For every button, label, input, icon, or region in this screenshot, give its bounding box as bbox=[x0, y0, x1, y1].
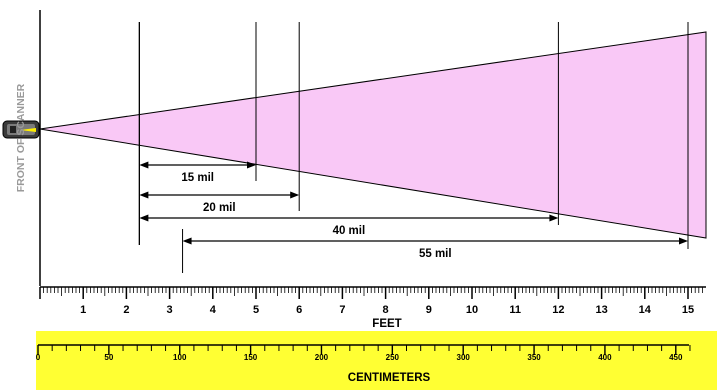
range-arrowhead-right bbox=[679, 237, 688, 245]
range-label: 55 mil bbox=[419, 248, 452, 260]
cm-tick-label: 150 bbox=[244, 353, 258, 362]
feet-tick-label: 10 bbox=[466, 304, 478, 316]
feet-tick-label: 1 bbox=[80, 304, 86, 316]
feet-tick-label: 3 bbox=[167, 304, 173, 316]
cm-tick-label: 100 bbox=[173, 353, 187, 362]
cm-tick-label: 450 bbox=[669, 353, 683, 362]
cm-tick-label: 300 bbox=[457, 353, 471, 362]
feet-tick-label: 12 bbox=[552, 304, 564, 316]
feet-tick-label: 15 bbox=[682, 304, 694, 316]
centimeter-band bbox=[36, 331, 717, 390]
centimeter-scale-ticks: 0 50 100 150 200 250 300 350 400 450 bbox=[36, 345, 691, 362]
range-arrowhead-left bbox=[139, 191, 149, 199]
feet-tick-label: 6 bbox=[296, 304, 302, 316]
range-markers: 15 mil 20 mil 40 mil 55 mil bbox=[138, 22, 689, 273]
feet-tick-label: 2 bbox=[123, 304, 129, 316]
feet-tick-label: 11 bbox=[509, 304, 521, 316]
centimeter-axis-label: CENTIMETERS bbox=[348, 372, 431, 384]
range-arrowhead-right bbox=[290, 191, 300, 199]
range-55-mil: 55 mil bbox=[182, 22, 689, 273]
feet-tick-label: 14 bbox=[639, 304, 652, 316]
range-arrowhead-left bbox=[139, 214, 149, 222]
centimeter-scale: 0 50 100 150 200 250 300 350 400 450 CENTIMETERS bbox=[36, 344, 691, 384]
feet-tick-label: 5 bbox=[253, 304, 259, 316]
feet-scale-ticks: 1 2 3 4 5 6 7 8 9 10 11 12 13 14 15 bbox=[39, 287, 703, 316]
cm-tick-label: 400 bbox=[598, 353, 612, 362]
range-label: 20 mil bbox=[203, 202, 236, 214]
feet-scale: 1 2 3 4 5 6 7 8 9 10 11 12 13 14 15 FEET bbox=[39, 286, 706, 330]
scanner-icon bbox=[2, 120, 40, 139]
cm-tick-label: 250 bbox=[386, 353, 400, 362]
cm-tick-label: 200 bbox=[315, 353, 329, 362]
range-arrowhead-left bbox=[139, 161, 149, 169]
range-label: 15 mil bbox=[181, 172, 214, 184]
front-of-scanner-label: FRONT OF SCANNER bbox=[15, 83, 27, 192]
range-40-mil: 40 mil bbox=[138, 22, 559, 245]
range-arrowhead-right bbox=[549, 214, 559, 222]
feet-tick-label: 13 bbox=[595, 304, 607, 316]
cm-tick-label: 50 bbox=[104, 353, 113, 362]
cm-tick-label: 350 bbox=[527, 353, 541, 362]
cm-tick-label: 0 bbox=[36, 353, 41, 362]
feet-tick-label: 4 bbox=[210, 304, 217, 316]
scan-field bbox=[39, 31, 707, 239]
range-label: 40 mil bbox=[333, 225, 366, 237]
range-arrowhead-left bbox=[182, 237, 192, 245]
feet-tick-label: 9 bbox=[426, 304, 432, 316]
range-arrowhead-right bbox=[247, 161, 256, 169]
feet-axis-label: FEET bbox=[372, 318, 401, 330]
feet-tick-label: 7 bbox=[339, 304, 345, 316]
feet-tick-label: 8 bbox=[383, 304, 389, 316]
